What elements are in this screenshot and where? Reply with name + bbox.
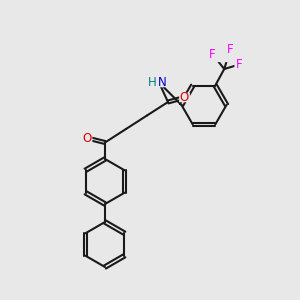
Text: F: F [209,47,216,61]
Text: F: F [227,43,234,56]
Text: O: O [82,131,91,145]
FancyBboxPatch shape [179,93,190,102]
FancyBboxPatch shape [210,49,241,62]
Text: N: N [158,76,166,89]
Text: H: H [148,76,157,89]
Text: O: O [180,91,189,104]
FancyBboxPatch shape [235,60,244,69]
FancyBboxPatch shape [226,45,235,54]
Text: F: F [236,58,243,71]
FancyBboxPatch shape [82,133,92,143]
FancyBboxPatch shape [208,50,217,58]
FancyBboxPatch shape [147,78,165,87]
